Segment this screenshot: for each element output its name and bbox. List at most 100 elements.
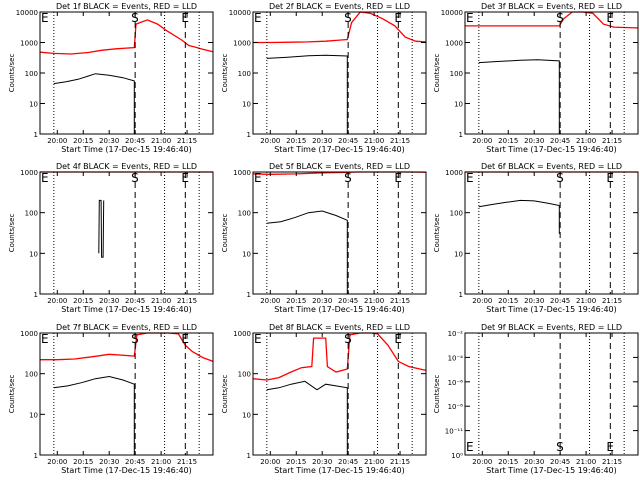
x-tick-label: 20:30 <box>99 458 119 466</box>
y-tick-label: 10 <box>454 250 463 258</box>
x-tick-label: 21:15 <box>390 297 410 305</box>
x-tick-label: 21:15 <box>602 137 622 145</box>
y-tick-label: 100 <box>238 70 251 78</box>
y-tick-label: 1 <box>459 291 463 299</box>
plot-frame <box>39 332 214 456</box>
y-tick-label: 1000 <box>233 330 251 338</box>
x-tick-label: 20:30 <box>312 458 332 466</box>
plot-frame <box>464 171 639 295</box>
y-tick-label: 100 <box>450 210 463 218</box>
y-tick-label: 10⁻⁸ <box>448 403 464 411</box>
x-tick-label: 20:45 <box>338 137 358 145</box>
chart-title: Det 1f BLACK = Events, RED = LLD <box>56 2 197 11</box>
x-tick-label: 21:15 <box>602 297 622 305</box>
x-tick-label: 20:30 <box>524 297 544 305</box>
plot-frame <box>464 11 639 135</box>
event-marker-label: E <box>466 11 474 25</box>
y-axis-label: Counts/sec <box>221 54 229 93</box>
x-tick-label: 20:00 <box>47 297 67 305</box>
chart-title: Det 9f BLACK = Events, RED = LLD <box>481 323 622 332</box>
chart-title: Det 5f BLACK = Events, RED = LLD <box>269 162 410 171</box>
x-tick-label: 21:15 <box>390 458 410 466</box>
event-marker-label: E <box>394 332 402 346</box>
x-tick-label: 20:30 <box>524 458 544 466</box>
x-tick-label: 20:15 <box>73 137 93 145</box>
y-axis-label: Counts/sec <box>433 214 441 253</box>
x-axis-label: Start Time (17-Dec-15 19:46:40) <box>486 466 617 475</box>
y-tick-label: 1 <box>459 131 463 139</box>
y-tick-label: 10 <box>242 250 251 258</box>
y-tick-label: 1000 <box>20 40 38 48</box>
plot-frame <box>252 171 427 295</box>
lld-series-line <box>252 332 427 381</box>
y-tick-label: 1 <box>34 131 38 139</box>
y-axis-label: Counts/sec <box>221 214 229 253</box>
event-marker-label: E <box>41 171 49 185</box>
events-series-line <box>266 380 348 455</box>
plot-frame <box>39 171 214 295</box>
events-series-line <box>53 375 135 455</box>
y-axis-label: Counts/sec <box>433 54 441 93</box>
x-axis-label: Start Time (17-Dec-15 19:46:40) <box>486 305 617 314</box>
y-tick-label: 1 <box>247 131 251 139</box>
y-tick-label: 10 <box>242 411 251 419</box>
x-tick-label: 20:00 <box>472 137 492 145</box>
y-tick-label: 10⁻⁶ <box>448 379 464 387</box>
chart-title: Det 8f BLACK = Events, RED = LLD <box>269 323 410 332</box>
event-marker-label: E <box>606 11 614 25</box>
event-marker-label: E <box>466 440 474 454</box>
y-tick-label: 100 <box>25 210 38 218</box>
y-tick-label: 1000 <box>233 169 251 177</box>
y-tick-label: 10 <box>29 411 38 419</box>
x-tick-label: 20:30 <box>524 137 544 145</box>
x-tick-label: 21:15 <box>602 458 622 466</box>
x-axis-label: Start Time (17-Dec-15 19:46:40) <box>274 466 405 475</box>
y-tick-label: 1 <box>247 452 251 460</box>
x-tick-label: 21:00 <box>576 297 596 305</box>
x-axis-label: Start Time (17-Dec-15 19:46:40) <box>61 305 192 314</box>
event-marker-label: E <box>606 440 614 454</box>
y-tick-label: 10 <box>29 250 38 258</box>
x-axis-label: Start Time (17-Dec-15 19:46:40) <box>486 145 617 154</box>
x-tick-label: 20:45 <box>125 137 145 145</box>
events-series-line <box>478 59 560 134</box>
x-tick-label: 21:00 <box>576 458 596 466</box>
plot-frame <box>252 11 427 135</box>
y-axis-label: Counts/sec <box>8 54 16 93</box>
event-marker-label: S <box>556 440 564 454</box>
event-marker-label: E <box>41 11 49 25</box>
event-marker-label: S <box>556 171 564 185</box>
event-marker-label: S <box>131 332 139 346</box>
y-tick-label: 10000 <box>229 9 251 17</box>
event-marker-label: S <box>131 171 139 185</box>
x-tick-label: 20:00 <box>47 137 67 145</box>
x-tick-label: 20:45 <box>125 297 145 305</box>
plot-frame <box>252 332 427 456</box>
event-marker-label: E <box>466 171 474 185</box>
x-tick-label: 21:15 <box>177 458 197 466</box>
y-tick-label: 10 <box>454 101 463 109</box>
x-tick-label: 20:15 <box>286 137 306 145</box>
x-tick-label: 21:00 <box>151 297 171 305</box>
lld-series-line <box>39 19 214 55</box>
events-series-line <box>266 210 348 294</box>
event-marker-label: E <box>254 332 262 346</box>
x-tick-label: 20:30 <box>312 297 332 305</box>
x-tick-label: 20:00 <box>472 458 492 466</box>
x-tick-label: 20:00 <box>260 137 280 145</box>
event-marker-label: E <box>394 11 402 25</box>
x-tick-label: 21:15 <box>390 137 410 145</box>
y-tick-label: 1000 <box>20 169 38 177</box>
x-tick-label: 20:30 <box>99 137 119 145</box>
x-tick-label: 21:00 <box>151 458 171 466</box>
x-tick-label: 20:45 <box>550 458 570 466</box>
x-tick-label: 20:00 <box>47 458 67 466</box>
y-tick-label: 10⁻² <box>448 330 464 338</box>
event-marker-label: E <box>181 11 189 25</box>
y-tick-label: 1000 <box>20 330 38 338</box>
